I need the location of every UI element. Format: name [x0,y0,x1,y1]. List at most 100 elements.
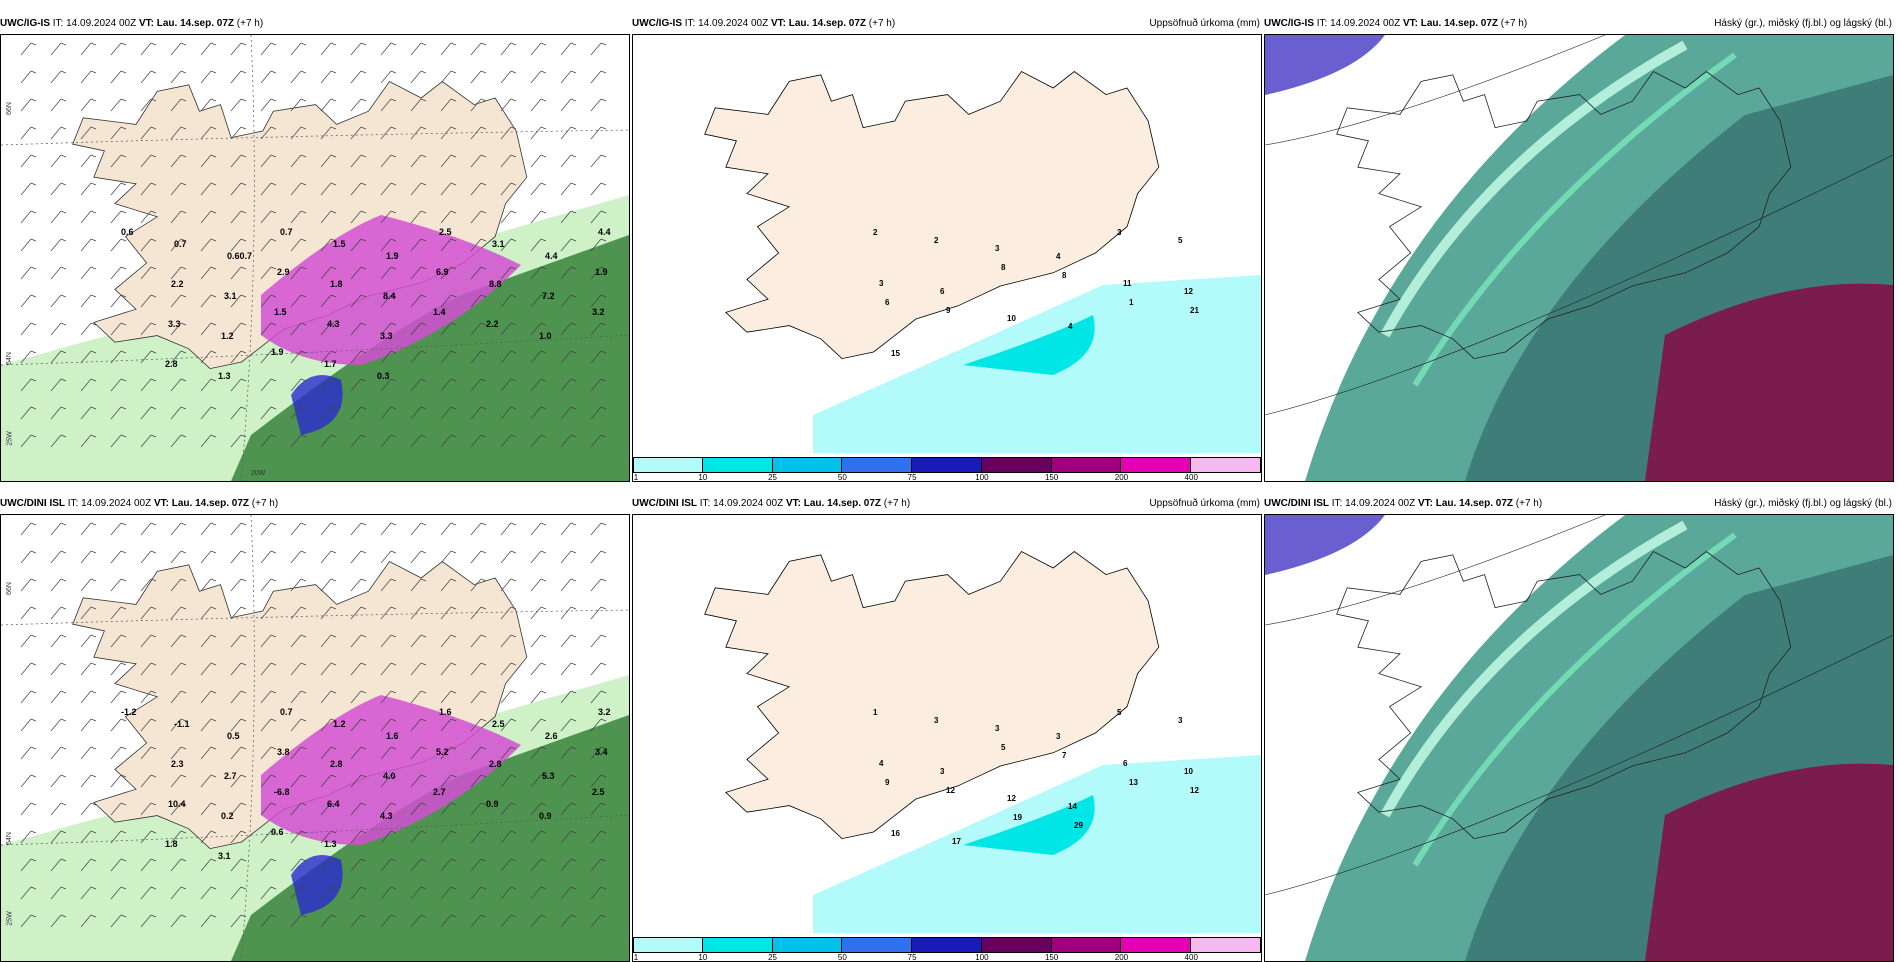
wind-barb-flag [210,406,217,410]
colorbar-swatch [1051,937,1122,953]
wind-barb-shaft [590,914,602,928]
wind-barb-shaft [530,70,542,84]
temperature-value-label: 2.2 [486,319,499,329]
wind-barb-flag [90,182,97,186]
wind-barb-shaft [380,434,392,448]
wind-barb-flag [360,830,367,834]
wind-barb-flag [480,70,487,74]
temperature-value-label: 10.4 [168,799,186,809]
wind-barb-shaft [260,70,272,84]
wind-barb-shaft [590,154,602,168]
wind-barb-flag [270,126,277,130]
wind-barb [530,182,547,196]
wind-barb [440,238,457,252]
wind-barb-flag [60,406,67,410]
wind-barb-shaft [20,886,32,900]
wind-barb-flag [360,550,367,554]
wind-barb-shaft [20,662,32,676]
wind-barb [50,578,67,592]
wind-barb-shaft [200,98,212,112]
wind-barb [410,126,427,140]
precip-value-label: 10 [1184,767,1193,776]
wind-barb-shaft [110,126,122,140]
wind-barb-shaft [320,886,332,900]
wind-barb-flag [90,98,97,102]
wind-barb [380,774,397,788]
wind-barb-flag [450,378,457,382]
wind-barb-flag [390,406,397,410]
wind-barb [500,434,517,448]
wind-barb-flag [30,154,37,158]
valid-time: Lau. 14.sep. 07Z [803,498,882,509]
wind-barb-shaft [380,550,392,564]
wind-barb-flag [600,294,607,298]
wind-barb-shaft [80,606,92,620]
wind-barb [110,350,127,364]
wind-barb-shaft [530,718,542,732]
wind-barb-shaft [50,718,62,732]
wind-barb [590,522,607,536]
wind-barb [110,294,127,308]
wind-barb [200,182,217,196]
wind-barb-shaft [500,322,512,336]
wind-barb-flag [360,718,367,722]
wind-barb [350,70,367,84]
wind-barb-flag [150,606,157,610]
wind-barb-shaft [110,42,122,56]
wind-barb-shaft [200,606,212,620]
wind-barb-flag [450,774,457,778]
wind-barb-shaft [200,70,212,84]
wind-barb [50,802,67,816]
wind-barb-shaft [200,858,212,872]
colorbar-label: 25 [768,473,777,482]
wind-barb-flag [600,802,607,806]
wind-barb-shaft [500,662,512,676]
wind-barb-flag [330,70,337,74]
wind-barb-flag [420,662,427,666]
wind-barb-flag [360,182,367,186]
wind-barb [320,42,337,56]
wind-barb [320,522,337,536]
wind-barb [260,746,277,760]
temperature-value-label: 0.9 [486,799,499,809]
wind-barb-flag [150,690,157,694]
wind-barb [50,690,67,704]
wind-barb-flag [330,238,337,242]
wind-barb-flag [300,210,307,214]
wind-barb [440,746,457,760]
wind-barb [500,550,517,564]
wind-barb [350,294,367,308]
wind-barb-flag [540,914,547,918]
wind-barb-shaft [170,126,182,140]
wind-barb-flag [300,578,307,582]
wind-barb-shaft [320,154,332,168]
wind-barb-shaft [140,182,152,196]
init-time: IT: 14.09.2024 00Z [1331,498,1416,509]
model-name: UWC/IG-IS [632,18,682,29]
wind-barb-shaft [260,886,272,900]
wind-barb-shaft [20,550,32,564]
wind-barb [440,266,457,280]
wind-barb-flag [450,662,457,666]
wind-barb [110,886,127,900]
wind-barb-flag [390,350,397,354]
wind-barb-shaft [530,914,542,928]
wind-barb [530,662,547,676]
wind-barb-shaft [290,606,302,620]
wind-barb-flag [510,70,517,74]
wind-barb-shaft [380,210,392,224]
wind-barb [200,606,217,620]
wind-barb [20,522,37,536]
colorbar-label: 400 [1184,953,1198,962]
wind-barb-shaft [590,550,602,564]
wind-barb-shaft [590,858,602,872]
wind-barb-shaft [560,434,572,448]
wind-barb-flag [510,210,517,214]
wind-barb-shaft [20,578,32,592]
wind-barb-shaft [560,522,572,536]
wind-barb-flag [510,718,517,722]
wind-barb-shaft [20,746,32,760]
wind-barb-flag [420,154,427,158]
wind-barb-flag [120,550,127,554]
wind-barb-shaft [380,802,392,816]
